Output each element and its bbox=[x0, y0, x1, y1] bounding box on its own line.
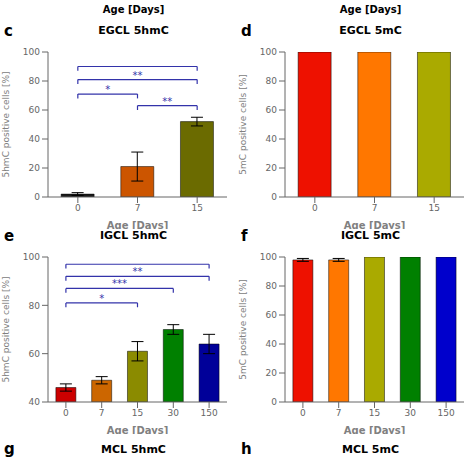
svg-text:0: 0 bbox=[271, 397, 277, 407]
svg-text:5mC positive cells [%]: 5mC positive cells [%] bbox=[238, 74, 248, 174]
html-text:Age [Days]: Age [Days] bbox=[102, 4, 165, 15]
svg-text:0: 0 bbox=[34, 192, 40, 202]
html-text:MCL 5mC: MCL 5mC bbox=[342, 443, 399, 456]
svg-text:20: 20 bbox=[266, 368, 278, 378]
svg-text:7: 7 bbox=[336, 408, 342, 418]
svg-text:60: 60 bbox=[266, 310, 278, 320]
html-text:EGCL 5hmC: EGCL 5hmC bbox=[98, 24, 169, 37]
html-text:EGCL 5mC: EGCL 5mC bbox=[339, 24, 402, 37]
svg-text:Age [Days]: Age [Days] bbox=[107, 425, 169, 434]
svg-text:*: * bbox=[99, 293, 104, 304]
svg-text:40: 40 bbox=[266, 339, 278, 349]
svg-text:7: 7 bbox=[135, 203, 141, 213]
svg-text:60: 60 bbox=[29, 349, 41, 359]
html-text:f: f bbox=[241, 227, 248, 245]
svg-text:80: 80 bbox=[29, 301, 41, 311]
html-text:MCL 5hmC: MCL 5hmC bbox=[101, 443, 166, 456]
svg-text:5mC positive cells [%]: 5mC positive cells [%] bbox=[238, 279, 248, 379]
svg-text:100: 100 bbox=[23, 47, 40, 57]
svg-text:40: 40 bbox=[266, 134, 278, 144]
html-text:e: e bbox=[4, 227, 15, 245]
svg-text:80: 80 bbox=[29, 76, 41, 86]
svg-text:30: 30 bbox=[168, 408, 180, 418]
svg-text:Age [Days]: Age [Days] bbox=[107, 220, 169, 229]
html-text:IGCL 5mC: IGCL 5mC bbox=[340, 229, 401, 242]
html-text:Age [Days]: Age [Days] bbox=[339, 4, 402, 15]
svg-text:0: 0 bbox=[312, 203, 318, 213]
svg-text:**: ** bbox=[133, 70, 143, 81]
svg-text:7: 7 bbox=[99, 408, 105, 418]
svg-text:Age [Days]: Age [Days] bbox=[344, 425, 406, 434]
html-text:c: c bbox=[4, 22, 13, 40]
svg-text:Age [Days]: Age [Days] bbox=[344, 220, 406, 229]
svg-text:15: 15 bbox=[428, 203, 439, 213]
svg-text:30: 30 bbox=[405, 408, 417, 418]
svg-text:150: 150 bbox=[201, 408, 218, 418]
html-text:h: h bbox=[241, 440, 252, 458]
svg-text:0: 0 bbox=[271, 192, 277, 202]
svg-text:60: 60 bbox=[29, 105, 41, 115]
svg-text:0: 0 bbox=[75, 203, 81, 213]
svg-text:5hmC positive cells [%]: 5hmC positive cells [%] bbox=[8, 276, 11, 382]
html-text:d: d bbox=[241, 22, 252, 40]
svg-text:0: 0 bbox=[63, 408, 69, 418]
svg-text:20: 20 bbox=[29, 163, 41, 173]
svg-text:40: 40 bbox=[29, 134, 41, 144]
svg-text:80: 80 bbox=[266, 281, 278, 291]
svg-text:**: ** bbox=[162, 96, 172, 107]
svg-text:0: 0 bbox=[300, 408, 306, 418]
svg-text:15: 15 bbox=[191, 203, 202, 213]
svg-text:150: 150 bbox=[438, 408, 455, 418]
svg-text:5hmC positive cells [%]: 5hmC positive cells [%] bbox=[8, 71, 11, 177]
svg-text:20: 20 bbox=[266, 163, 278, 173]
html-text:IGCL 5hmC: IGCL 5hmC bbox=[100, 229, 167, 242]
svg-text:80: 80 bbox=[266, 76, 278, 86]
svg-text:40: 40 bbox=[29, 397, 41, 407]
html-text:g: g bbox=[4, 440, 15, 458]
svg-text:***: *** bbox=[112, 278, 127, 289]
svg-text:15: 15 bbox=[369, 408, 380, 418]
svg-text:100: 100 bbox=[23, 252, 40, 262]
svg-text:100: 100 bbox=[260, 47, 277, 57]
svg-text:60: 60 bbox=[266, 105, 278, 115]
svg-text:*: * bbox=[105, 84, 110, 95]
svg-text:**: ** bbox=[133, 266, 143, 277]
svg-text:15: 15 bbox=[132, 408, 143, 418]
svg-text:100: 100 bbox=[260, 252, 277, 262]
svg-text:7: 7 bbox=[372, 203, 378, 213]
